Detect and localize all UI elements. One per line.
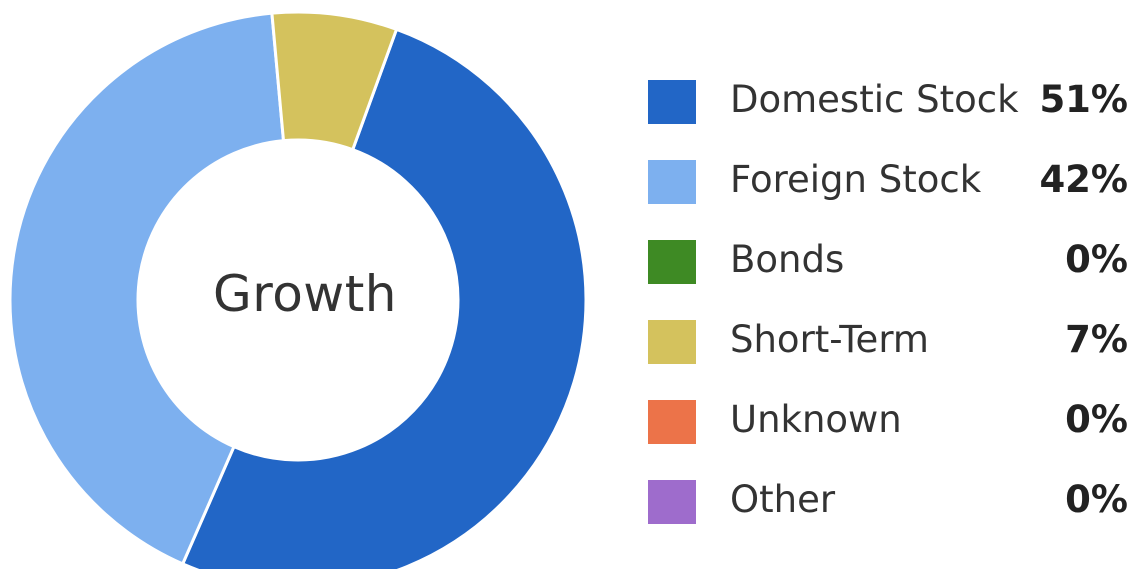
legend-swatch xyxy=(648,80,696,124)
legend-swatch xyxy=(648,160,696,204)
legend-swatch xyxy=(648,320,696,364)
legend-label: Foreign Stock xyxy=(730,158,982,201)
donut-slice-domestic-stock xyxy=(180,27,588,569)
legend-value: 0% xyxy=(1065,398,1128,441)
legend-item: Bonds 0% xyxy=(648,220,1128,300)
legend-label: Bonds xyxy=(730,238,845,281)
legend-label: Domestic Stock xyxy=(730,78,1019,121)
legend-value: 0% xyxy=(1065,238,1128,281)
legend-value: 7% xyxy=(1065,318,1128,361)
donut-slice-foreign-stock xyxy=(8,11,286,566)
donut-chart xyxy=(8,10,588,569)
chart-legend: Domestic Stock 51% Foreign Stock 42% Bonds 0%… xyxy=(648,60,1128,540)
legend-value: 51% xyxy=(1039,78,1128,121)
legend-item: Foreign Stock 42% xyxy=(648,140,1128,220)
legend-item: Domestic Stock 51% xyxy=(648,60,1128,140)
legend-item: Unknown 0% xyxy=(648,380,1128,460)
donut-slice-short-term xyxy=(270,10,399,152)
legend-label: Short-Term xyxy=(730,318,929,361)
legend-value: 0% xyxy=(1065,478,1128,521)
legend-item: Other 0% xyxy=(648,460,1128,540)
legend-value: 42% xyxy=(1039,158,1128,201)
legend-label: Other xyxy=(730,478,836,521)
legend-item: Short-Term 7% xyxy=(648,300,1128,380)
chart-center-label: Growth xyxy=(213,265,397,323)
legend-label: Unknown xyxy=(730,398,902,441)
legend-swatch xyxy=(648,400,696,444)
legend-swatch xyxy=(648,240,696,284)
legend-swatch xyxy=(648,480,696,524)
